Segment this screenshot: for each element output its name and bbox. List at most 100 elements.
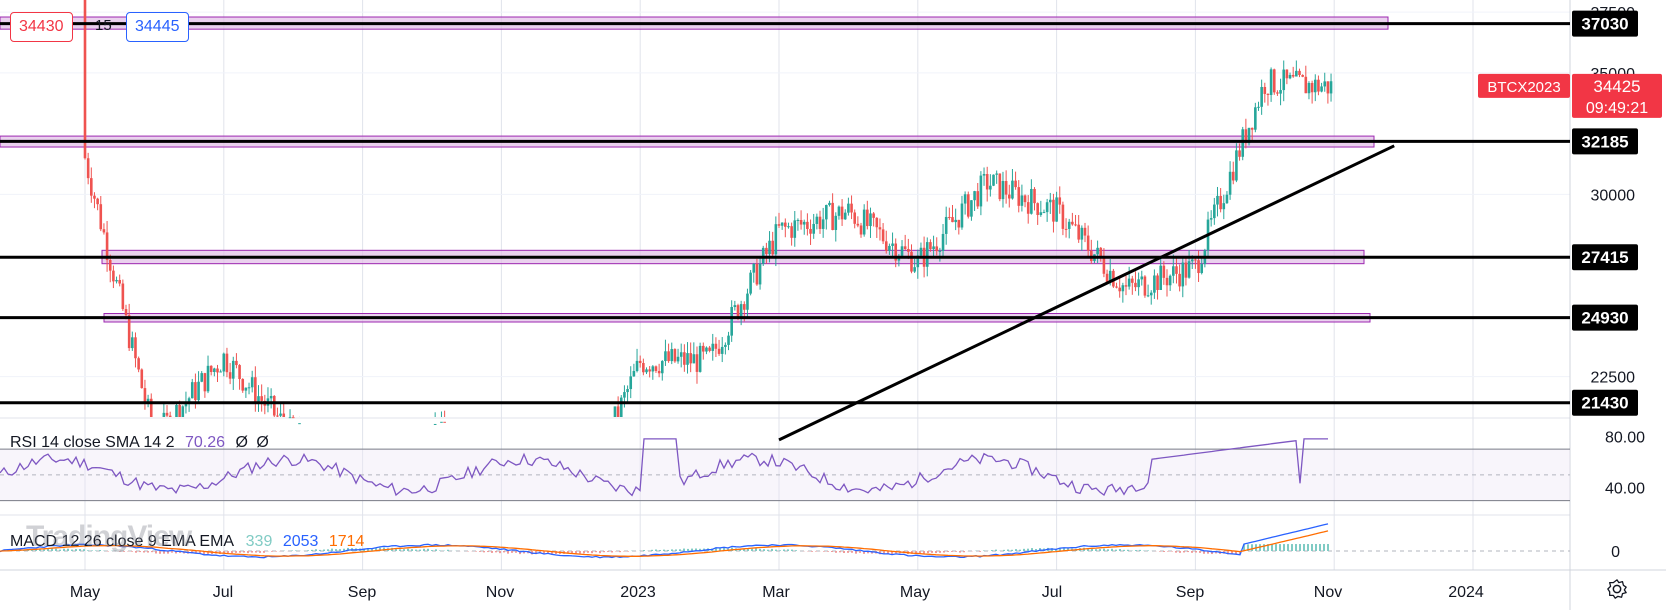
macd-histogram-bar: [259, 551, 261, 553]
ask-price-box[interactable]: 34445: [126, 12, 189, 42]
candle-body: [850, 203, 853, 213]
macd-histogram-bar: [519, 551, 521, 555]
candle-body: [692, 354, 696, 364]
macd-histogram-bar: [751, 548, 753, 551]
macd-histogram-bar: [435, 549, 437, 551]
candle-body: [1200, 264, 1204, 274]
candle-body: [1118, 287, 1121, 292]
macd-histogram-bar: [599, 551, 601, 554]
macd-histogram-bar: [295, 550, 297, 551]
macd-histogram-bar: [195, 551, 197, 554]
symbol-badge: [1478, 73, 1570, 98]
candle-body: [440, 421, 443, 423]
rsi-label: RSI 14 close SMA 14 2: [10, 434, 175, 451]
macd-histogram-bar: [227, 551, 229, 554]
candle-body: [963, 194, 967, 204]
candles: [83, 0, 1333, 425]
candle-body: [260, 396, 263, 401]
macd-histogram-bar: [699, 548, 701, 551]
candle-body: [1077, 224, 1080, 240]
candle-body: [187, 398, 191, 403]
candle-body: [1235, 150, 1238, 181]
macd-histogram-bar: [935, 551, 937, 554]
candle-body: [1086, 235, 1090, 251]
candle-body: [1045, 202, 1049, 213]
candle-body: [143, 388, 147, 402]
macd-histogram-bar: [1279, 544, 1281, 551]
candle-body: [1134, 282, 1137, 288]
candle-body: [660, 361, 664, 374]
trend-line: [778, 144, 1395, 442]
candle-body: [1121, 285, 1125, 292]
macd-histogram-bar: [415, 549, 417, 551]
candle-body: [112, 270, 115, 282]
candle-body: [99, 204, 103, 230]
macd-histogram-bar: [567, 551, 569, 554]
rsi-value: 70.26: [184, 434, 226, 451]
candle-body: [1017, 187, 1021, 206]
macd-histogram-bar: [1139, 549, 1141, 551]
candle-body: [1131, 278, 1134, 283]
candle-body: [90, 178, 93, 196]
macd-histogram-bar: [1035, 548, 1037, 551]
candle-body: [667, 351, 670, 362]
candle-body: [102, 229, 106, 233]
macd-histogram-bar: [1299, 544, 1301, 551]
macd-histogram-bar: [687, 548, 689, 551]
candle-body: [941, 233, 945, 251]
candle-body: [1030, 188, 1033, 214]
macd-histogram-bar: [515, 551, 517, 553]
candle-body: [1288, 74, 1292, 79]
candle-body: [93, 195, 96, 199]
macd-histogram-bar: [407, 548, 409, 551]
candle-body: [1058, 197, 1062, 205]
candle-body: [86, 158, 90, 179]
macd-histogram-bar: [1019, 549, 1021, 551]
macd-histogram-bar: [743, 548, 745, 551]
macd-histogram-bar: [651, 549, 653, 551]
candle-body: [1162, 265, 1166, 278]
candle-body: [859, 225, 863, 235]
candle-body: [1096, 247, 1099, 255]
candle-body: [907, 249, 910, 252]
macd-histogram-bar: [915, 551, 917, 553]
candle-body: [862, 209, 866, 235]
candle-body: [1285, 69, 1289, 79]
candle-body: [1326, 81, 1330, 94]
candle-body: [1228, 171, 1232, 195]
macd-histogram-bar: [51, 548, 53, 551]
candle-body: [1042, 212, 1046, 214]
macd-histogram-bar: [323, 549, 325, 551]
candle-body: [954, 219, 957, 223]
macd-legend[interactable]: MACD 12 26 close 9 EMA EMA 339 2053 1714: [10, 533, 364, 551]
candle-body: [228, 372, 232, 379]
settings-gear-icon[interactable]: [1606, 578, 1628, 600]
candle-body: [149, 398, 153, 417]
macd-histogram-bar: [255, 551, 257, 553]
candle-body: [254, 377, 257, 404]
macd-histogram-bar: [331, 548, 333, 551]
candle-body: [765, 247, 768, 255]
time-tick-label: Nov: [486, 584, 514, 601]
macd-histogram-bar: [55, 548, 57, 551]
macd-histogram-bar: [375, 548, 377, 551]
time-tick-label: Sep: [1176, 584, 1205, 601]
macd-histogram-bar: [247, 551, 249, 554]
macd-histogram-bar: [147, 551, 149, 553]
macd-histogram-bar: [1231, 551, 1233, 555]
macd-histogram-bar: [1007, 549, 1009, 551]
candle-body: [619, 397, 623, 417]
macd-histogram-bar: [1159, 551, 1161, 552]
macd-histogram-bar: [119, 551, 121, 552]
candle-body: [146, 398, 150, 402]
macd-histogram-bar: [275, 551, 277, 552]
macd-histogram-bar: [943, 551, 945, 553]
candle-body: [717, 348, 721, 354]
macd-histogram-bar: [327, 549, 329, 551]
candle-body: [1247, 127, 1251, 144]
rsi-legend[interactable]: RSI 14 close SMA 14 2 70.26 Ø Ø: [10, 434, 269, 452]
candle-body: [225, 353, 229, 373]
bid-price-box[interactable]: 34430: [10, 12, 73, 42]
candle-body: [1026, 202, 1030, 214]
